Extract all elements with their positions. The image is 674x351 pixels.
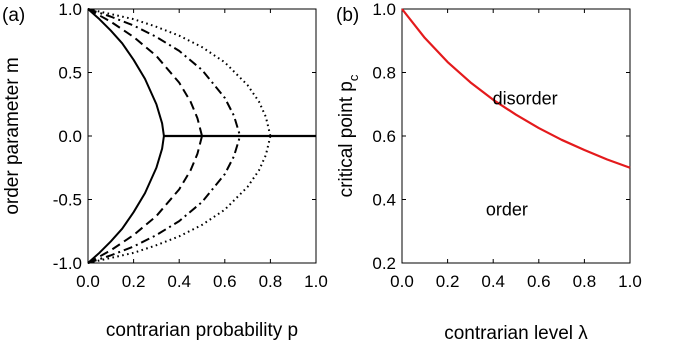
panel-a-y-tick-label: 0.0 <box>58 127 82 146</box>
panel-a-series-3-lower-branch <box>87 135 272 264</box>
panel-a-x-tick-label: 0.2 <box>122 272 146 291</box>
panel-b-x-tick-label: 0.6 <box>527 272 551 291</box>
panel-b-x-tick-label: 0.2 <box>436 272 460 291</box>
panel-b-x-axis-label: contrarian level λ <box>444 323 588 344</box>
panel-a-series-2-lower-branch <box>87 135 242 264</box>
panel-a-y-tick-label: -0.5 <box>53 191 82 210</box>
panel-a-x-axis-label: contrarian probability p <box>106 320 298 341</box>
panel-a-x-tick-label: 0.0 <box>76 272 100 291</box>
panel-b-label: (b) <box>336 5 359 26</box>
panel-b-x-tick-label: 0.8 <box>573 272 597 291</box>
panel-b-y-axis-label-main: critical point p <box>336 81 357 197</box>
panel-b-y-tick-label: 0.4 <box>372 191 396 210</box>
panel-a-series-2-upper-branch <box>87 8 242 137</box>
panel-a-series-0-upper-branch <box>87 8 165 137</box>
panel-a-y-tick-label: 1.0 <box>58 0 82 19</box>
panel-a-x-tick-label: 0.8 <box>259 272 283 291</box>
panel-b-x-tick-label: 0.0 <box>390 272 414 291</box>
panel-b-x-tick-label: 0.4 <box>481 272 505 291</box>
panel-b-annotation-disorder: disorder <box>493 88 558 108</box>
panel-b-plot-area <box>401 8 631 264</box>
panel-b-x-tick-label: 1.0 <box>618 272 642 291</box>
panel-b: (b) 0.0 0.2 0.4 0.6 0.8 1.00.20.40.60.81.0 di… <box>336 0 642 344</box>
panel-a-series-0-lower-branch <box>87 135 165 264</box>
panel-b-ticks <box>401 8 631 264</box>
panel-a-y-tick-label: 0.5 <box>58 64 82 83</box>
panel-a-y-tick-label: -1.0 <box>53 254 82 273</box>
panel-b-y-axis-label: critical point pc <box>336 74 361 197</box>
panel-b-annotation-order: order <box>486 199 528 219</box>
panel-a-series-1-upper-branch <box>87 8 203 137</box>
panel-a-tick-labels: 0.0 0.2 0.4 0.6 0.8 1.0 -1.0 -0.5 0.0 0.5 1.0 <box>53 0 328 291</box>
panel-b-y-tick-label: 0.6 <box>372 127 396 146</box>
panel-a-series-3-upper-branch <box>87 8 272 137</box>
panel-a-label: (a) <box>2 5 25 26</box>
panel-a-lines <box>87 8 316 264</box>
panel-b-y-tick-label: 0.8 <box>372 64 396 83</box>
panel-b-tick-labels: 0.0 0.2 0.4 0.6 0.8 1.00.20.40.60.81.0 <box>372 0 641 291</box>
panel-b-y-tick-label: 0.2 <box>372 254 396 273</box>
panel-b-lines <box>401 8 631 169</box>
panel-b-series-0-upper-branch <box>401 8 631 169</box>
panel-a-y-axis-label: order parameter m <box>2 57 23 214</box>
panel-a-series-1-lower-branch <box>87 135 203 264</box>
panel-a: (a) 0.0 0.2 0.4 0.6 0.8 1.0-1.0-0.50.00.51.0 … <box>2 0 328 341</box>
panel-b-y-tick-label: 1.0 <box>372 0 396 19</box>
panel-b-y-axis-label-subscript: c <box>346 74 361 81</box>
panel-a-x-tick-label: 0.4 <box>167 272 191 291</box>
panel-a-x-tick-label: 1.0 <box>304 272 328 291</box>
panel-a-x-tick-label: 0.6 <box>213 272 237 291</box>
panel-b-annotations: disorder order <box>486 88 558 219</box>
